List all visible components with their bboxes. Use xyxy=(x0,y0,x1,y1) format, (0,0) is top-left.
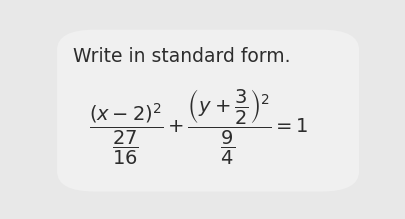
Text: $\dfrac{(x-2)^2}{\dfrac{27}{16}} + \dfrac{\left(y+\dfrac{3}{2}\right)^2}{\dfrac{: $\dfrac{(x-2)^2}{\dfrac{27}{16}} + \dfra… xyxy=(89,88,308,167)
FancyBboxPatch shape xyxy=(57,30,358,192)
Text: Write in standard form.: Write in standard form. xyxy=(72,46,290,65)
